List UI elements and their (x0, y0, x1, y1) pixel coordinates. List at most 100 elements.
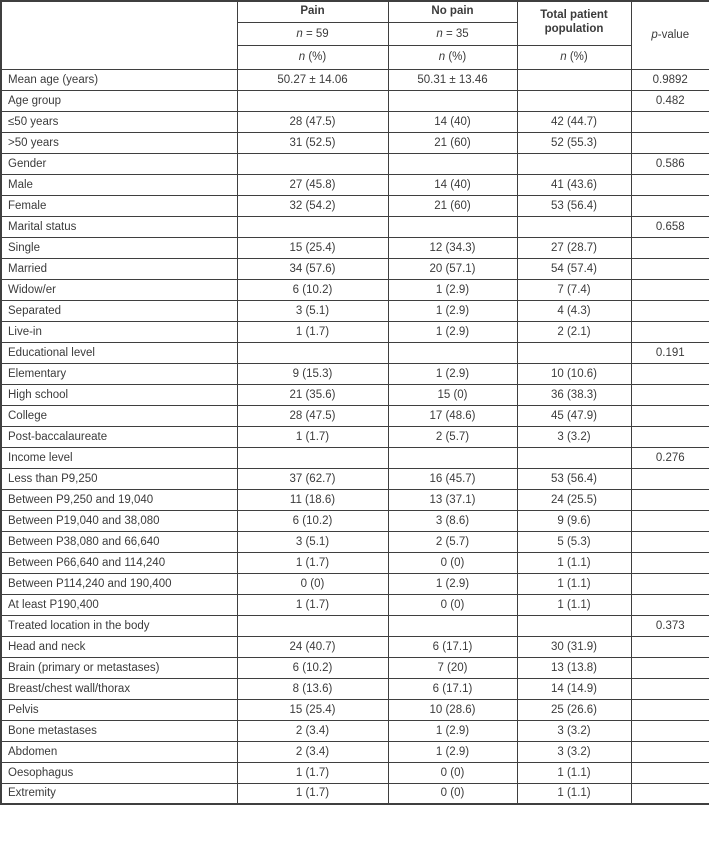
p-value-cell: 0.586 (630, 152, 709, 175)
pain-value-cell: 6 (10.2) (236, 656, 389, 679)
no-pain-value-cell: 2 (5.7) (387, 530, 518, 553)
p-value-cell (630, 761, 709, 784)
patient-demographics-table: Pain No pain Total patient population p-… (0, 0, 709, 805)
pain-value-cell: 28 (47.5) (236, 404, 389, 427)
p-value-cell (630, 551, 709, 574)
total-unit-rest: (%) (566, 51, 588, 63)
table-row: Oesophagus 1 (1.7) 0 (0) 1 (1.1) (0, 761, 709, 784)
p-value-cell (630, 782, 709, 805)
no-pain-value-cell: 10 (28.6) (387, 698, 518, 721)
total-value-cell: 30 (31.9) (516, 635, 632, 658)
pain-value-cell: 31 (52.5) (236, 131, 389, 154)
pain-value-cell: 1 (1.7) (236, 425, 389, 448)
table-row: Head and neck 24 (40.7) 6 (17.1) 30 (31.9) (0, 635, 709, 658)
table-row: Between P114,240 and 190,400 0 (0) 1 (2.9)… (0, 572, 709, 595)
total-value-cell: 10 (10.6) (516, 362, 632, 385)
total-value-cell: 53 (56.4) (516, 467, 632, 490)
no-pain-value-cell (387, 89, 518, 112)
row-label-cell: Pelvis (0, 698, 238, 721)
total-value-cell: 27 (28.7) (516, 236, 632, 259)
no-pain-value-cell (387, 446, 518, 469)
row-label-cell: Between P114,240 and 190,400 (0, 572, 238, 595)
p-value-cell (630, 719, 709, 742)
no-pain-value-cell: 1 (2.9) (387, 740, 518, 763)
p-value-cell (630, 509, 709, 532)
total-value-cell: 41 (43.6) (516, 173, 632, 196)
table-row: High school 21 (35.6) 15 (0) 36 (38.3) (0, 383, 709, 406)
table-header: Pain No pain Total patient population p-… (0, 0, 709, 70)
pain-value-cell (236, 341, 389, 364)
row-label-cell: Treated location in the body (0, 614, 238, 637)
row-label-cell: At least P190,400 (0, 593, 238, 616)
total-value-cell: 4 (4.3) (516, 299, 632, 322)
pain-value-cell (236, 152, 389, 175)
pain-value-cell: 2 (3.4) (236, 740, 389, 763)
total-value-cell: 9 (9.6) (516, 509, 632, 532)
p-value-cell (630, 425, 709, 448)
no-pain-value-cell (387, 152, 518, 175)
row-label-cell: Married (0, 257, 238, 280)
total-value-cell: 45 (47.9) (516, 404, 632, 427)
row-label-cell: Oesophagus (0, 761, 238, 784)
n-symbol: n (298, 51, 306, 63)
pain-value-cell: 15 (25.4) (236, 236, 389, 259)
pain-value-cell: 2 (3.4) (236, 719, 389, 742)
total-value-cell (516, 152, 632, 175)
table-row: Between P9,250 and 19,040 11 (18.6) 13 (37… (0, 488, 709, 511)
total-value-cell (516, 446, 632, 469)
no-pain-value-cell: 1 (2.9) (387, 278, 518, 301)
p-value-cell (630, 278, 709, 301)
p-value-cell (630, 698, 709, 721)
p-value-cell: 0.191 (630, 341, 709, 364)
pain-value-cell: 28 (47.5) (236, 110, 389, 133)
total-value-cell: 3 (3.2) (516, 719, 632, 742)
table-row: Bone metastases 2 (3.4) 1 (2.9) 3 (3.2) (0, 719, 709, 742)
no-pain-value-cell: 7 (20) (387, 656, 518, 679)
table-row: Mean age (years) 50.27 ± 14.06 50.31 ± 13.… (0, 68, 709, 91)
no-pain-value-cell: 1 (2.9) (387, 572, 518, 595)
row-label-cell: College (0, 404, 238, 427)
row-label-cell: Elementary (0, 362, 238, 385)
p-value-cell: 0.658 (630, 215, 709, 238)
pain-value-cell: 8 (13.6) (236, 677, 389, 700)
pain-value-cell: 1 (1.7) (236, 782, 389, 805)
table-row: Post-baccalaureate 1 (1.7) 2 (5.7) 3 (3.2) (0, 425, 709, 448)
row-label-cell: Mean age (years) (0, 68, 238, 91)
p-value-cell: 0.276 (630, 446, 709, 469)
p-value-cell: 0.482 (630, 89, 709, 112)
row-label-cell: Post-baccalaureate (0, 425, 238, 448)
table-row: Elementary 9 (15.3) 1 (2.9) 10 (10.6) (0, 362, 709, 385)
row-label-cell: Extremity (0, 782, 238, 805)
p-value-cell (630, 320, 709, 343)
table-row: Marital status 0.658 (0, 215, 709, 238)
pain-unit-rest: (%) (305, 51, 327, 63)
p-value-cell (630, 299, 709, 322)
total-value-cell (516, 89, 632, 112)
total-value-cell: 13 (13.8) (516, 656, 632, 679)
row-label-cell: Between P19,040 and 38,080 (0, 509, 238, 532)
table-row: Female 32 (54.2) 21 (60) 53 (56.4) (0, 194, 709, 217)
p-value-cell (630, 110, 709, 133)
no-pain-value-cell (387, 614, 518, 637)
row-label-cell: Gender (0, 152, 238, 175)
table-row: Between P19,040 and 38,080 6 (10.2) 3 (8.6… (0, 509, 709, 532)
p-value-cell (630, 257, 709, 280)
table-row: Between P38,080 and 66,640 3 (5.1) 2 (5.7)… (0, 530, 709, 553)
table-row: Married 34 (57.6) 20 (57.1) 54 (57.4) (0, 257, 709, 280)
p-value-cell (630, 467, 709, 490)
table-row: Age group 0.482 (0, 89, 709, 112)
pain-value-cell: 3 (5.1) (236, 530, 389, 553)
table-row: Widow/er 6 (10.2) 1 (2.9) 7 (7.4) (0, 278, 709, 301)
p-value-cell (630, 572, 709, 595)
no-pain-value-cell: 0 (0) (387, 761, 518, 784)
pain-value-cell: 3 (5.1) (236, 299, 389, 322)
pain-value-cell: 32 (54.2) (236, 194, 389, 217)
pain-value-cell: 21 (35.6) (236, 383, 389, 406)
p-value-cell (630, 362, 709, 385)
no-pain-value-cell: 1 (2.9) (387, 719, 518, 742)
p-value-cell: 0.9892 (630, 68, 709, 91)
p-value-cell (630, 194, 709, 217)
total-column-header: Total patient population (516, 0, 632, 46)
row-label-cell: Separated (0, 299, 238, 322)
p-value-column-header: p-value (630, 0, 709, 70)
